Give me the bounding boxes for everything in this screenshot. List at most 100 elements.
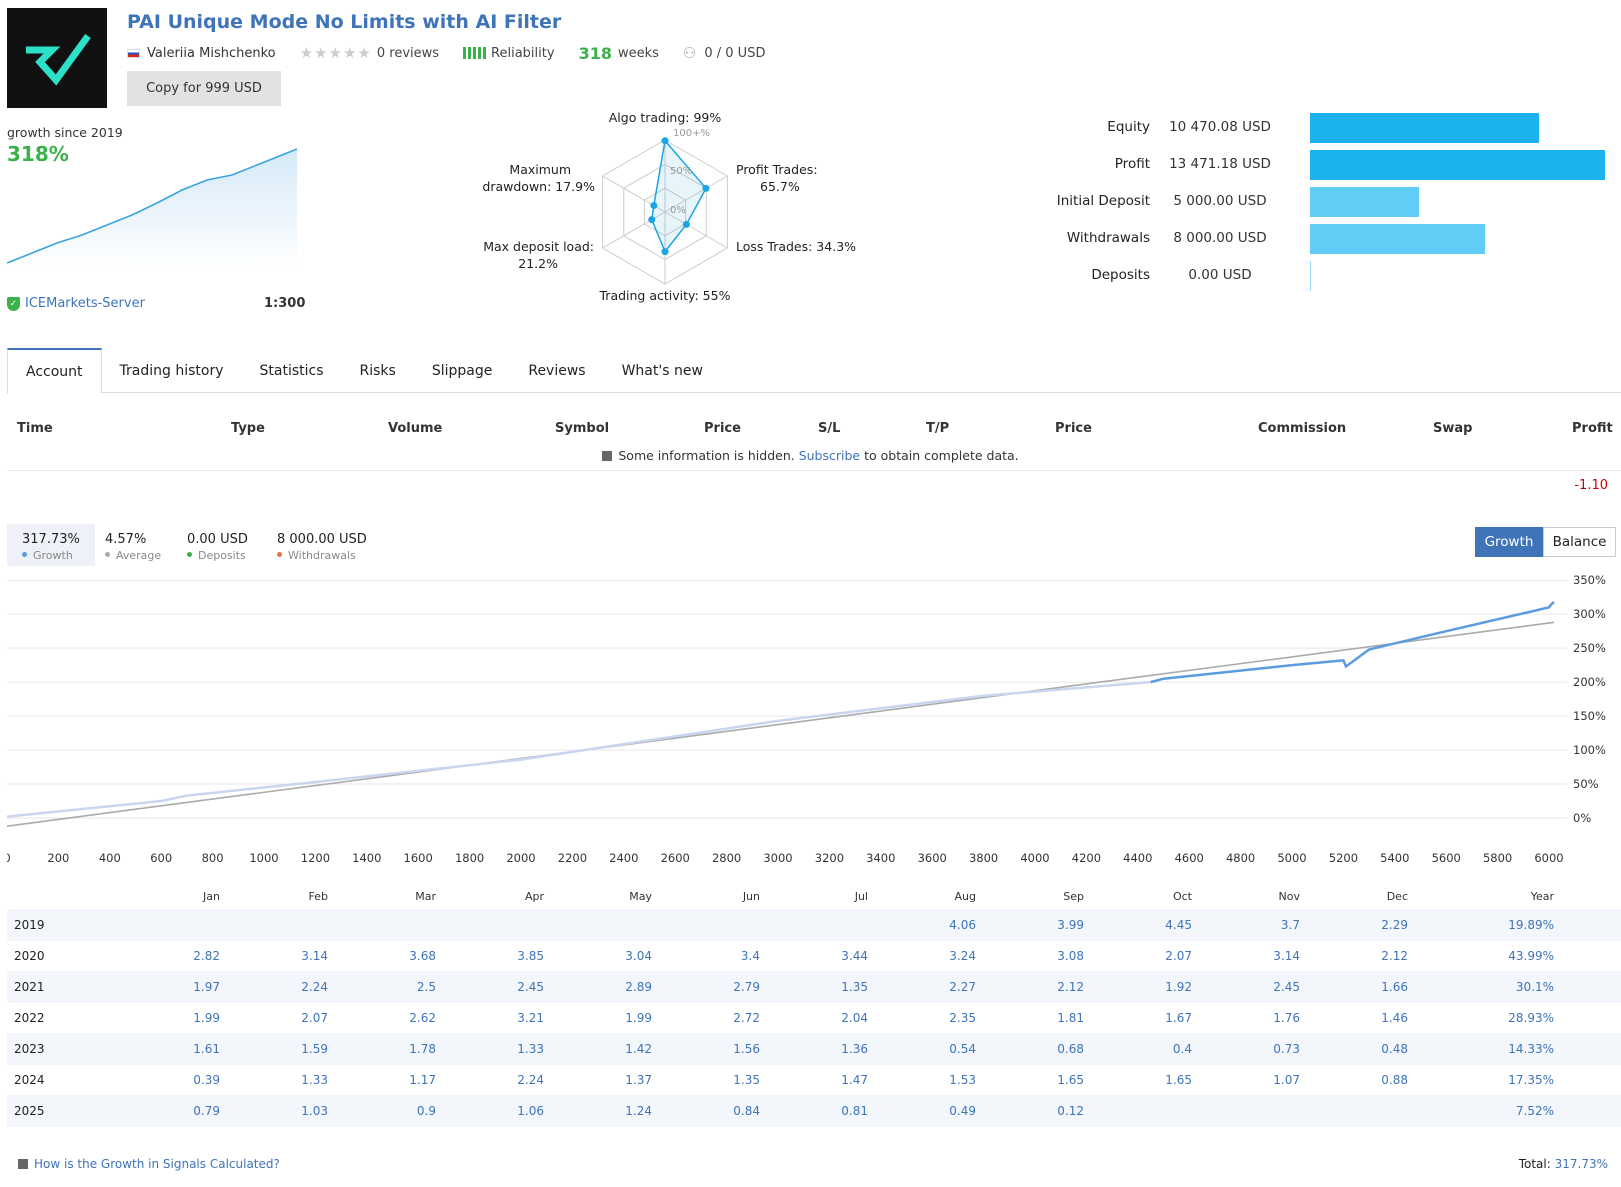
x-tick-label: 1800	[455, 851, 484, 865]
x-tick-label: 4600	[1175, 851, 1204, 865]
growth-calc-link[interactable]: How is the Growth in Signals Calculated?	[18, 1157, 280, 1171]
subscribers-icon: ⚇	[682, 44, 697, 62]
tab-trading-history[interactable]: Trading history	[119, 362, 224, 379]
trades-header-s-l[interactable]: S/L	[818, 421, 841, 436]
mini-growth-chart	[7, 148, 298, 270]
monthly-value: 2.04	[841, 1011, 868, 1025]
x-tick-label: 1600	[404, 851, 433, 865]
growth-toggle-button[interactable]: Growth	[1475, 527, 1543, 557]
legend-average[interactable]: 4.57% Average	[90, 524, 176, 566]
trades-header-profit[interactable]: Profit	[1572, 421, 1613, 436]
monthly-value: 2.12	[1057, 980, 1084, 994]
monthly-value: 2.35	[949, 1011, 976, 1025]
stat-label: Initial Deposit	[1056, 193, 1150, 209]
monthly-value: 17.35%	[1508, 1073, 1554, 1087]
legend-withdrawals[interactable]: 8 000.00 USD Withdrawals	[262, 524, 382, 566]
monthly-value: 1.66	[1381, 980, 1408, 994]
x-tick-label: 3200	[815, 851, 844, 865]
legend-dot-icon	[187, 552, 192, 557]
monthly-value: 1.65	[1057, 1073, 1084, 1087]
growth-chart: 350% 300% 250% 200% 150% 100% 50% 0% 0 200 400 600 8…	[7, 573, 1606, 865]
subscribe-link[interactable]: Subscribe	[798, 448, 861, 463]
x-tick-label: 2800	[712, 851, 741, 865]
x-tick-label: 4000	[1020, 851, 1049, 865]
monthly-value: 2.45	[1273, 980, 1300, 994]
info-icon	[18, 1159, 28, 1169]
copy-button[interactable]: Copy for 999 USD	[127, 71, 281, 106]
reviews-count[interactable]: 0 reviews	[376, 45, 440, 61]
weeks-count: 318	[578, 43, 612, 63]
monthly-value: 19.89%	[1508, 918, 1554, 932]
signal-title[interactable]: PAI Unique Mode No Limits with AI Filter	[127, 11, 562, 33]
signal-logo	[7, 8, 107, 108]
checkmark-logo-icon	[26, 33, 91, 86]
monthly-value: 1.33	[301, 1073, 328, 1087]
monthly-value: 1.33	[517, 1042, 544, 1056]
reliability-bars-icon	[463, 47, 487, 59]
radar-axis	[664, 211, 728, 249]
stat-value: 10 470.08 USD	[1169, 119, 1271, 135]
server-name[interactable]: ICEMarkets-Server	[25, 296, 145, 311]
monthly-value: 0.49	[949, 1104, 976, 1118]
monthly-value: 30.1%	[1515, 980, 1554, 994]
hidden-info-note: Some information is hidden. Subscribe to…	[0, 448, 1621, 463]
monthly-value: 2.45	[517, 980, 544, 994]
monthly-value: 0.9	[416, 1104, 436, 1118]
trades-header-t-p[interactable]: T/P	[926, 421, 950, 436]
x-tick-label: 2400	[609, 851, 638, 865]
tab-risks[interactable]: Risks	[359, 362, 396, 379]
stat-label: Equity	[1107, 119, 1150, 135]
trades-header-commission[interactable]: Commission	[1258, 421, 1347, 436]
monthly-value: 1.81	[1057, 1011, 1084, 1025]
legend-dot-icon	[105, 552, 110, 557]
radar-label-profit: Profit Trades:	[736, 162, 818, 177]
month-header-year: Year	[1530, 890, 1554, 903]
tab-slippage[interactable]: Slippage	[431, 362, 493, 379]
series-average	[7, 621, 1555, 827]
x-tick-label: 4400	[1123, 851, 1152, 865]
radar-label-dd: Maximum	[509, 162, 571, 177]
radar-label-loss: Loss Trades: 34.3%	[736, 239, 856, 254]
monthly-value: 0.68	[1057, 1042, 1084, 1056]
month-header-feb: Feb	[308, 890, 328, 903]
tab-statistics[interactable]: Statistics	[259, 362, 324, 379]
x-tick-label: 3800	[969, 851, 998, 865]
x-tick-label: 4200	[1072, 851, 1101, 865]
tab-reviews[interactable]: Reviews	[528, 362, 586, 379]
monthly-value: 3.4	[740, 949, 760, 963]
balance-toggle-button[interactable]: Balance	[1543, 527, 1616, 557]
monthly-value: 1.36	[841, 1042, 868, 1056]
monthly-row-2023: 2023 1.61 1.59 1.78 1.33 1.42 1.56 1.36 0.54 0.68…	[7, 1033, 1621, 1065]
series-growth-early	[7, 680, 1151, 818]
broker-server[interactable]: ✓ ICEMarkets-Server	[7, 296, 145, 311]
year-label: 2019	[14, 918, 45, 932]
tab-what-s-new[interactable]: What's new	[621, 362, 703, 379]
legend-deposits[interactable]: 0.00 USD Deposits	[172, 524, 263, 566]
monthly-value: 1.07	[1273, 1073, 1300, 1087]
monthly-value: 2.24	[301, 980, 328, 994]
monthly-value: 2.72	[733, 1011, 760, 1025]
trades-header-price[interactable]: Price	[1055, 421, 1092, 436]
monthly-value: 3.68	[409, 949, 436, 963]
stat-bar	[1310, 113, 1540, 143]
trades-header-swap[interactable]: Swap	[1433, 421, 1473, 436]
radar-label-profit-val: 65.7%	[760, 179, 800, 194]
month-header-dec: Dec	[1386, 890, 1408, 903]
y-tick-label: 350%	[1573, 573, 1606, 587]
y-tick-label: 100%	[1573, 743, 1606, 757]
radar-label-algo: Algo trading: 99%	[609, 110, 722, 125]
trades-header-type[interactable]: Type	[231, 421, 265, 436]
tab-account[interactable]: Account	[7, 348, 102, 394]
trades-header-time[interactable]: Time	[17, 421, 53, 436]
x-tick-label: 600	[150, 851, 172, 865]
monthly-value: 0.39	[193, 1073, 220, 1087]
trades-header-volume[interactable]: Volume	[388, 421, 443, 436]
radar-shape	[651, 139, 707, 254]
legend-growth[interactable]: 317.73% Growth	[7, 524, 95, 566]
legend-value: 8 000.00 USD	[277, 532, 367, 547]
trades-header-price[interactable]: Price	[704, 421, 741, 436]
trades-header-symbol[interactable]: Symbol	[555, 421, 610, 436]
monthly-row-2025: 2025 0.79 1.03 0.9 1.06 1.24 0.84 0.81 0.49 0.12 7…	[7, 1095, 1621, 1127]
author-name[interactable]: Valeriia Mishchenko	[147, 45, 276, 61]
month-header-jul: Jul	[854, 890, 868, 903]
